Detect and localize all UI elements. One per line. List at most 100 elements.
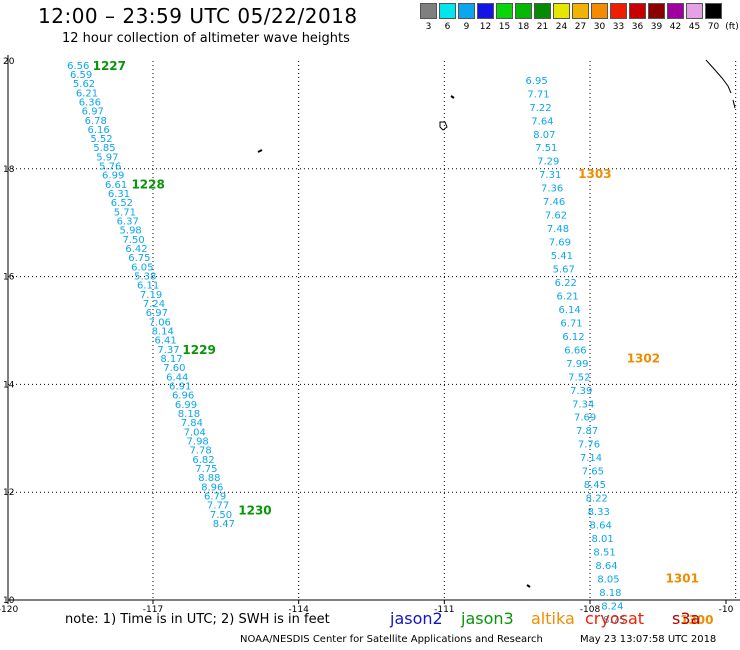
wave-height-value: 8.18	[599, 588, 621, 599]
wave-height-value: 7.87	[576, 426, 598, 437]
wave-height-value: 8.05	[597, 574, 619, 585]
wave-height-value: 7.69	[549, 238, 571, 249]
wave-height-value: 6.41	[154, 336, 176, 347]
mission-jason3: jason3	[461, 609, 514, 628]
wave-height-value: 7.64	[531, 116, 553, 127]
wave-height-value: 7.19	[140, 290, 162, 301]
wave-height-value: 8.01	[591, 534, 613, 545]
legend-label: 24	[555, 22, 568, 32]
wave-height-value: 6.61	[105, 180, 127, 191]
wave-height-value: 6.97	[82, 107, 104, 118]
legend-label: 36	[631, 22, 644, 32]
wave-height-value: 5.76	[99, 162, 121, 173]
wave-height-value: 7.69	[574, 413, 596, 424]
y-tick-label: 10	[3, 596, 15, 606]
pass-time-label: 1227	[93, 59, 126, 73]
legend-swatch	[705, 3, 722, 19]
legend-swatch	[477, 3, 494, 19]
legend-swatch	[534, 3, 551, 19]
wave-height-value: 6.21	[76, 88, 98, 99]
footnote: note: 1) Time is in UTC; 2) SWH is in fe…	[65, 612, 330, 627]
wave-height-value: 7.36	[541, 184, 563, 195]
wave-height-value: 6.52	[111, 198, 133, 209]
coastline-segment	[705, 59, 732, 94]
pass-time-label: 1301	[666, 571, 699, 585]
legend-swatch	[591, 3, 608, 19]
wave-height-value: 7.98	[187, 436, 209, 447]
wave-height-value: 5.85	[93, 143, 115, 154]
pass-time-label: 1302	[627, 351, 660, 365]
wave-height-value: 7.77	[207, 501, 229, 512]
plot-frame	[7, 55, 740, 601]
wave-height-value: 8.14	[152, 327, 174, 338]
wave-height-value: 7.78	[189, 446, 211, 457]
wave-height-value: 6.75	[128, 253, 150, 264]
wave-height-value: 5.98	[120, 226, 142, 237]
wave-height-value: 8.33	[588, 507, 610, 518]
wave-height-value: 7.62	[545, 211, 567, 222]
wave-height-value: 8.17	[160, 354, 182, 365]
wave-height-value: 6.91	[169, 381, 191, 392]
y-tick-label: 14	[3, 380, 15, 390]
wave-height-value: 5.71	[114, 207, 136, 218]
legend-label: 27	[574, 22, 587, 32]
coastline	[257, 59, 736, 588]
wave-height-value: 7.06	[149, 317, 171, 328]
island-dot	[257, 149, 263, 153]
legend-swatch	[572, 3, 589, 19]
x-tick-label: -10	[719, 605, 734, 615]
legend-swatch	[667, 3, 684, 19]
wave-height-value: 6.97	[146, 308, 168, 319]
legend-label: 6	[444, 22, 451, 32]
wave-height-value: 6.66	[564, 345, 586, 356]
legend-swatch	[610, 3, 627, 19]
pass-time-label: 1230	[238, 503, 271, 517]
mission-cryosat: cryosat	[585, 609, 645, 628]
chart-subtitle: 12 hour collection of altimeter wave hei…	[62, 31, 350, 46]
y-tick-label: 16	[3, 273, 15, 283]
wave-height-value: 6.99	[175, 400, 197, 411]
legend-label: 45	[688, 22, 701, 32]
wave-height-value: 7.50	[122, 235, 144, 246]
axis-ticks: -120 -117 -114 -111 -108 -10 10 12 14 16 18 20	[0, 57, 734, 615]
island-outline	[439, 121, 448, 131]
wave-height-value: 5.41	[551, 251, 573, 262]
wave-height-value: 7.76	[578, 440, 600, 451]
track-2: 6.95 7.71 7.22 7.64 8.07 7.51 7.29 7.31 7.36 7.46…	[525, 76, 713, 627]
wave-height-value: 6.31	[108, 189, 130, 200]
wave-height-value: 6.78	[85, 116, 107, 127]
legend-label: 42	[669, 22, 682, 32]
wave-height-value: 8.24	[601, 601, 623, 612]
island-dot	[526, 584, 531, 588]
legend-label: 12	[479, 22, 492, 32]
legend-label: 21	[536, 22, 549, 32]
legend-unit: (ft)	[725, 22, 739, 32]
wave-height-value: 7.37	[157, 345, 179, 356]
wave-height-value: 8.18	[178, 409, 200, 420]
wave-height-value: 8.88	[198, 473, 220, 484]
wave-height-value: 7.04	[184, 427, 206, 438]
pass-time-label: 1229	[182, 343, 215, 357]
wave-height-value: 7.52	[568, 372, 590, 383]
wave-height-value: 8.22	[586, 494, 608, 505]
wave-height-value: 6.42	[125, 244, 147, 255]
y-tick-label: 18	[3, 165, 15, 175]
credit-line: NOAA/NESDIS Center for Satellite Applica…	[240, 634, 543, 645]
wave-height-value: 7.50	[210, 510, 232, 521]
wave-height-value: 7.99	[566, 359, 588, 370]
y-tick-label: 12	[3, 488, 14, 498]
wave-height-value: 6.21	[557, 291, 579, 302]
legend-label: 15	[498, 22, 511, 32]
wave-height-value: 6.36	[79, 97, 101, 108]
wave-height-value: 6.22	[555, 278, 577, 289]
wave-height-value: 7.65	[582, 467, 604, 478]
grid-lines	[8, 61, 740, 600]
wave-height-value: 7.84	[181, 418, 203, 429]
generated-timestamp: May 23 13:07:58 UTC 2018	[580, 634, 717, 645]
legend-swatch	[553, 3, 570, 19]
x-tick-label: -117	[143, 605, 163, 615]
wave-height-value: 6.56	[67, 61, 89, 72]
wave-height-value: 6.12	[562, 332, 584, 343]
wave-height-value: 7.39	[570, 386, 592, 397]
